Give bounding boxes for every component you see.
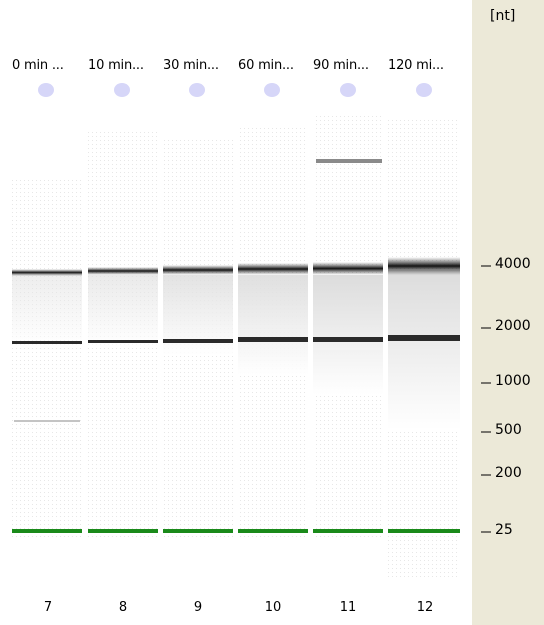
lane-12-band-upper	[388, 257, 460, 275]
lane-title-11[interactable]: 90 min...	[313, 58, 369, 73]
lane-title-8[interactable]: 10 min...	[88, 58, 144, 73]
ladder-ticks	[481, 265, 491, 533]
ladder-label-500: 500	[495, 422, 522, 438]
lane-7-band-upper	[12, 269, 82, 276]
lane-8-band-upper	[88, 267, 158, 275]
lane-number-11: 11	[339, 600, 357, 615]
lane-9-band-lower	[163, 339, 233, 343]
lane-10-band-upper	[238, 263, 308, 275]
lane-title-12[interactable]: 120 mi...	[388, 58, 444, 73]
lane-number-9: 9	[193, 600, 203, 615]
well-9	[189, 83, 205, 97]
sample-wells	[38, 83, 432, 97]
ladder-label-1000: 1000	[495, 373, 531, 389]
lane-title-10[interactable]: 60 min...	[238, 58, 294, 73]
lane-11-band-upper	[313, 262, 383, 275]
lane-12-band-lower	[388, 335, 460, 341]
lane-9-band-upper	[163, 265, 233, 275]
lane-11-band-lower	[313, 337, 383, 342]
lower-bands	[12, 335, 460, 344]
lane-number-10: 10	[264, 600, 282, 615]
well-8	[114, 83, 130, 97]
ladder-label-4000: 4000	[495, 256, 531, 272]
unit-label: [nt]	[490, 8, 516, 24]
lane-11-high-band	[316, 159, 382, 163]
main-bands	[12, 257, 460, 276]
lane-7-band-lower	[12, 341, 82, 344]
well-12	[416, 83, 432, 97]
lane-number-8: 8	[118, 600, 128, 615]
well-11	[340, 83, 356, 97]
well-10	[264, 83, 280, 97]
lane-8-band-lower	[88, 340, 158, 343]
lane-10-band-lower	[238, 337, 308, 342]
lane-title-9[interactable]: 30 min...	[163, 58, 219, 73]
ladder-label-200: 200	[495, 465, 522, 481]
lane-number-12: 12	[416, 600, 434, 615]
ladder-label-2000: 2000	[495, 318, 531, 334]
lane-title-7[interactable]: 0 min ...	[12, 58, 64, 73]
well-7	[38, 83, 54, 97]
ladder-label-25: 25	[495, 522, 513, 538]
lane-number-7: 7	[43, 600, 53, 615]
lane-7-faint-band	[14, 420, 80, 422]
lane-smears	[12, 270, 460, 430]
marker-bands	[12, 529, 460, 533]
ladder-axis-panel	[472, 0, 544, 625]
